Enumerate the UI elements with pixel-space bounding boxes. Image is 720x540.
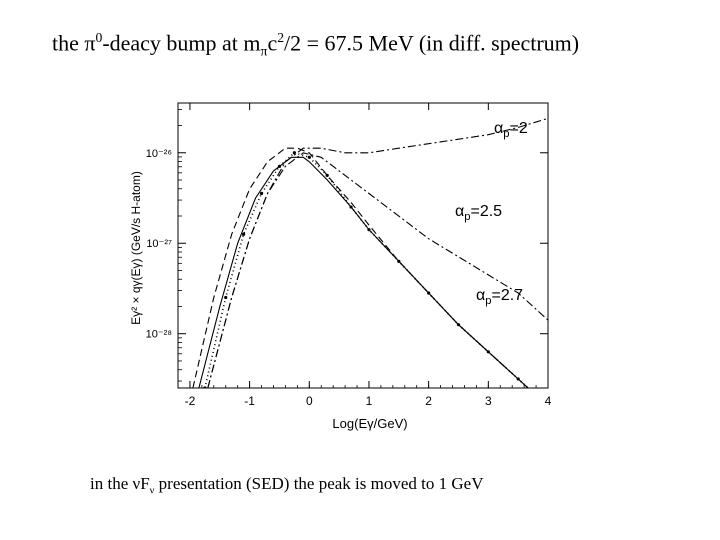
series-line-3	[207, 152, 548, 388]
slide-title: the π0-deacy bump at mπc2/2 = 67.5 MeV (…	[52, 30, 580, 59]
data-point	[203, 386, 207, 388]
data-point	[259, 191, 264, 196]
y-tick-label: 10⁻²⁸	[146, 329, 172, 341]
series-line-4	[204, 151, 530, 388]
data-point	[307, 155, 311, 159]
data-point	[456, 323, 461, 327]
y-axis-label: Eγ² × qγ(Eγ) (GeV/s H-atom)	[129, 171, 143, 325]
x-tick-label: 3	[485, 394, 492, 408]
data-point	[224, 295, 228, 300]
data-point	[242, 232, 246, 236]
slide-caption: in the νFν presentation (SED) the peak i…	[90, 474, 484, 497]
y-tick-label: 10⁻²⁷	[146, 238, 172, 250]
data-point	[292, 151, 296, 155]
series-line-0	[198, 156, 529, 388]
series-line-1	[192, 147, 529, 388]
data-point	[349, 205, 353, 209]
data-point	[367, 228, 371, 232]
x-axis-label: Log(Eγ/GeV)	[332, 416, 407, 431]
y-tick-label: 10⁻²⁶	[146, 148, 172, 160]
x-tick-label: 2	[425, 394, 432, 408]
data-point	[325, 173, 329, 177]
x-tick-label: 0	[306, 394, 313, 408]
series-line-2	[207, 117, 548, 388]
x-tick-label: 1	[366, 394, 373, 408]
plot-frame	[177, 102, 549, 389]
x-tick-label: -2	[185, 394, 196, 408]
data-point	[397, 259, 401, 263]
data-point	[277, 164, 282, 168]
data-point	[516, 377, 520, 381]
annotation-alpha-2: αp=2	[494, 120, 528, 141]
x-tick-label: -1	[244, 394, 255, 408]
data-point	[486, 350, 490, 354]
annotation-alpha-2-5: αp=2.5	[455, 203, 503, 224]
annotation-alpha-2-7: αp=2.7	[476, 287, 524, 308]
data-point	[427, 291, 431, 295]
x-tick-label: 4	[545, 394, 552, 408]
